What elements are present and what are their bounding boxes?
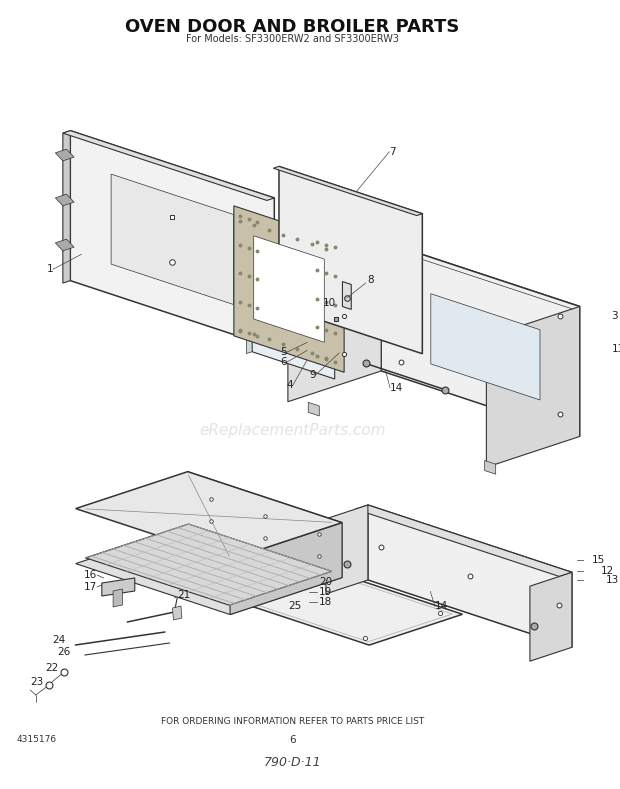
Text: OVEN DOOR AND BROILER PARTS: OVEN DOOR AND BROILER PARTS — [125, 18, 459, 36]
Text: 16: 16 — [84, 570, 97, 580]
Text: 19: 19 — [319, 587, 332, 597]
Polygon shape — [368, 505, 572, 647]
Text: 17: 17 — [84, 582, 97, 592]
Polygon shape — [70, 131, 274, 348]
Text: 6: 6 — [289, 735, 296, 745]
Polygon shape — [111, 174, 234, 305]
Text: 3: 3 — [611, 312, 618, 321]
Polygon shape — [288, 241, 381, 402]
Polygon shape — [530, 572, 572, 661]
Text: 14: 14 — [390, 383, 404, 393]
Polygon shape — [486, 306, 580, 467]
Text: 790·D·11: 790·D·11 — [264, 756, 321, 768]
Polygon shape — [55, 239, 74, 251]
Text: 12: 12 — [601, 567, 614, 577]
Text: 8: 8 — [368, 275, 374, 285]
Text: 7: 7 — [389, 147, 396, 157]
Text: 13: 13 — [611, 344, 620, 353]
Polygon shape — [254, 236, 324, 342]
Text: eReplacementParts.com: eReplacementParts.com — [199, 422, 386, 437]
Polygon shape — [188, 472, 342, 578]
Polygon shape — [86, 524, 332, 605]
Polygon shape — [55, 149, 74, 161]
Text: 15: 15 — [591, 555, 605, 566]
Text: 20: 20 — [319, 578, 332, 587]
Polygon shape — [308, 402, 319, 416]
Text: For Models: SF3300ERW2 and SF3300ERW3: For Models: SF3300ERW2 and SF3300ERW3 — [185, 34, 399, 44]
Polygon shape — [63, 131, 70, 283]
Polygon shape — [55, 194, 74, 206]
Text: 23: 23 — [30, 677, 43, 687]
Text: FOR ORDERING INFORMATION REFER TO PARTS PRICE LIST: FOR ORDERING INFORMATION REFER TO PARTS … — [161, 717, 424, 727]
Text: 18: 18 — [319, 597, 332, 608]
Polygon shape — [431, 294, 540, 400]
Text: 21: 21 — [177, 590, 190, 600]
Text: 14: 14 — [435, 601, 448, 611]
Polygon shape — [126, 534, 463, 645]
Text: 9: 9 — [309, 370, 316, 380]
Text: 1: 1 — [46, 264, 53, 275]
Text: 25: 25 — [288, 601, 301, 611]
Polygon shape — [234, 206, 344, 372]
Text: 24: 24 — [53, 635, 66, 645]
Text: 4315176: 4315176 — [17, 735, 57, 745]
Polygon shape — [381, 241, 580, 436]
Polygon shape — [102, 578, 135, 596]
Polygon shape — [246, 241, 252, 353]
Text: 6: 6 — [280, 357, 286, 368]
Polygon shape — [279, 166, 422, 353]
Text: 4: 4 — [286, 380, 293, 390]
Polygon shape — [273, 166, 422, 215]
Polygon shape — [230, 522, 342, 615]
Polygon shape — [355, 505, 572, 577]
Polygon shape — [252, 241, 335, 379]
Polygon shape — [76, 472, 342, 559]
Polygon shape — [342, 282, 352, 309]
Polygon shape — [76, 526, 342, 615]
Text: 26: 26 — [58, 647, 71, 657]
Polygon shape — [172, 606, 182, 620]
Polygon shape — [113, 589, 123, 607]
Polygon shape — [485, 461, 496, 474]
Text: 10: 10 — [322, 298, 335, 308]
Text: 22: 22 — [45, 663, 58, 673]
Text: 5: 5 — [280, 347, 286, 357]
Polygon shape — [63, 131, 274, 200]
Text: 13: 13 — [606, 575, 619, 585]
Polygon shape — [326, 505, 368, 594]
Polygon shape — [288, 241, 580, 337]
